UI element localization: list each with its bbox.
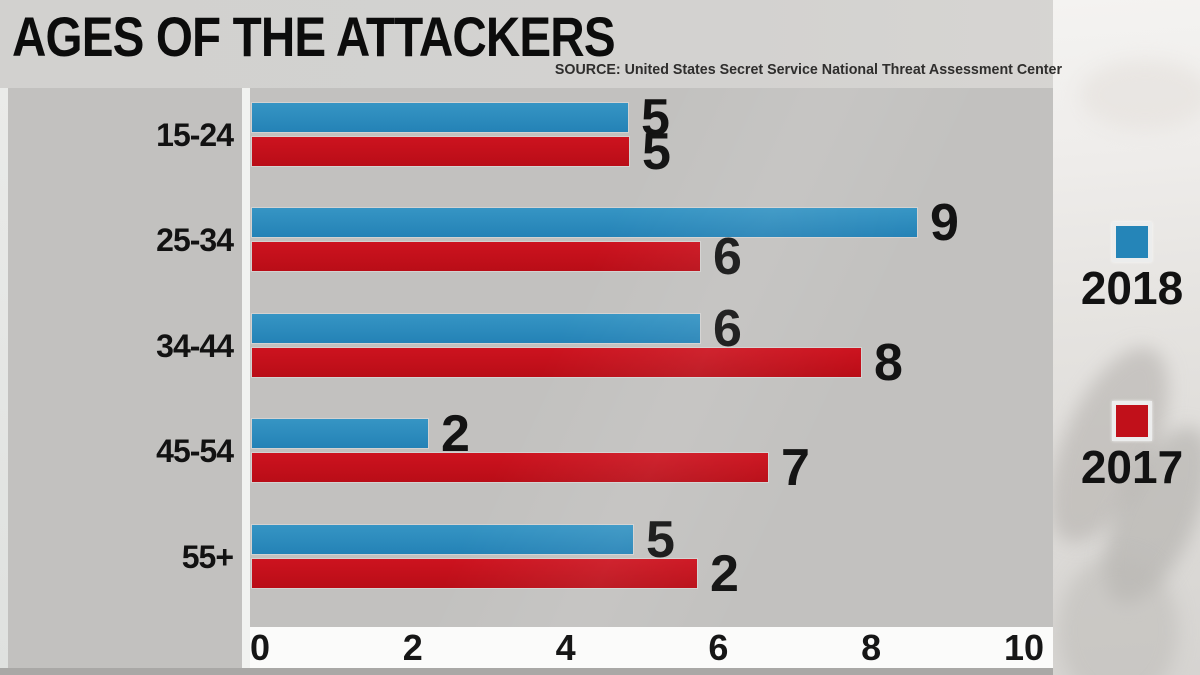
background-shadow — [0, 668, 1053, 675]
bar-2018 — [252, 525, 633, 554]
axis-divider — [242, 88, 250, 668]
legend-swatch-2017 — [1112, 401, 1152, 441]
value-label: 6 — [713, 227, 742, 286]
bar-2017 — [252, 559, 697, 588]
value-label: 5 — [646, 510, 675, 569]
axis-tick: 2 — [402, 626, 423, 668]
value-label: 5 — [642, 122, 671, 181]
category-labels: 15-24 25-34 34-44 45-54 55+ — [8, 88, 242, 668]
x-axis: 0 2 4 6 8 10 — [250, 627, 1053, 668]
source-attribution: SOURCE: United States Secret Service Nat… — [554, 61, 1062, 78]
axis-tick: 0 — [249, 626, 271, 668]
value-label: 8 — [874, 333, 903, 392]
background-shape — [1058, 555, 1178, 675]
category-label: 45-54 — [156, 433, 234, 469]
category-label: 15-24 — [156, 117, 234, 153]
bar-2018 — [252, 314, 700, 343]
legend-label: 2018 — [1080, 262, 1184, 314]
chart-title: AGES OF THE ATTACKERS — [12, 5, 616, 68]
value-label: 2 — [710, 544, 739, 603]
axis-tick: 6 — [708, 626, 729, 668]
bar-2017 — [252, 137, 629, 166]
category-label: 34-44 — [156, 328, 234, 364]
legend-label: 2017 — [1080, 441, 1184, 493]
axis-tick: 8 — [861, 626, 882, 668]
category-label: 25-34 — [156, 222, 234, 258]
category-label: 55+ — [181, 539, 234, 575]
bar-2018 — [252, 208, 917, 237]
axis-tick: 10 — [1003, 626, 1045, 668]
value-label: 7 — [781, 438, 810, 497]
value-label: 6 — [713, 299, 742, 358]
value-label: 9 — [930, 193, 959, 252]
value-label: 2 — [441, 404, 470, 463]
background-shape — [1080, 60, 1200, 130]
legend-item-2017: 2017 — [1076, 401, 1188, 491]
legend-swatch-2018 — [1112, 222, 1152, 262]
background-edge — [0, 88, 8, 668]
axis-tick: 4 — [555, 626, 576, 668]
legend-item-2018: 2018 — [1076, 222, 1188, 312]
bar-2017 — [252, 348, 861, 377]
bar-2018 — [252, 419, 428, 448]
bar-2018 — [252, 103, 628, 132]
bar-2017 — [252, 242, 700, 271]
bar-2017 — [252, 453, 768, 482]
